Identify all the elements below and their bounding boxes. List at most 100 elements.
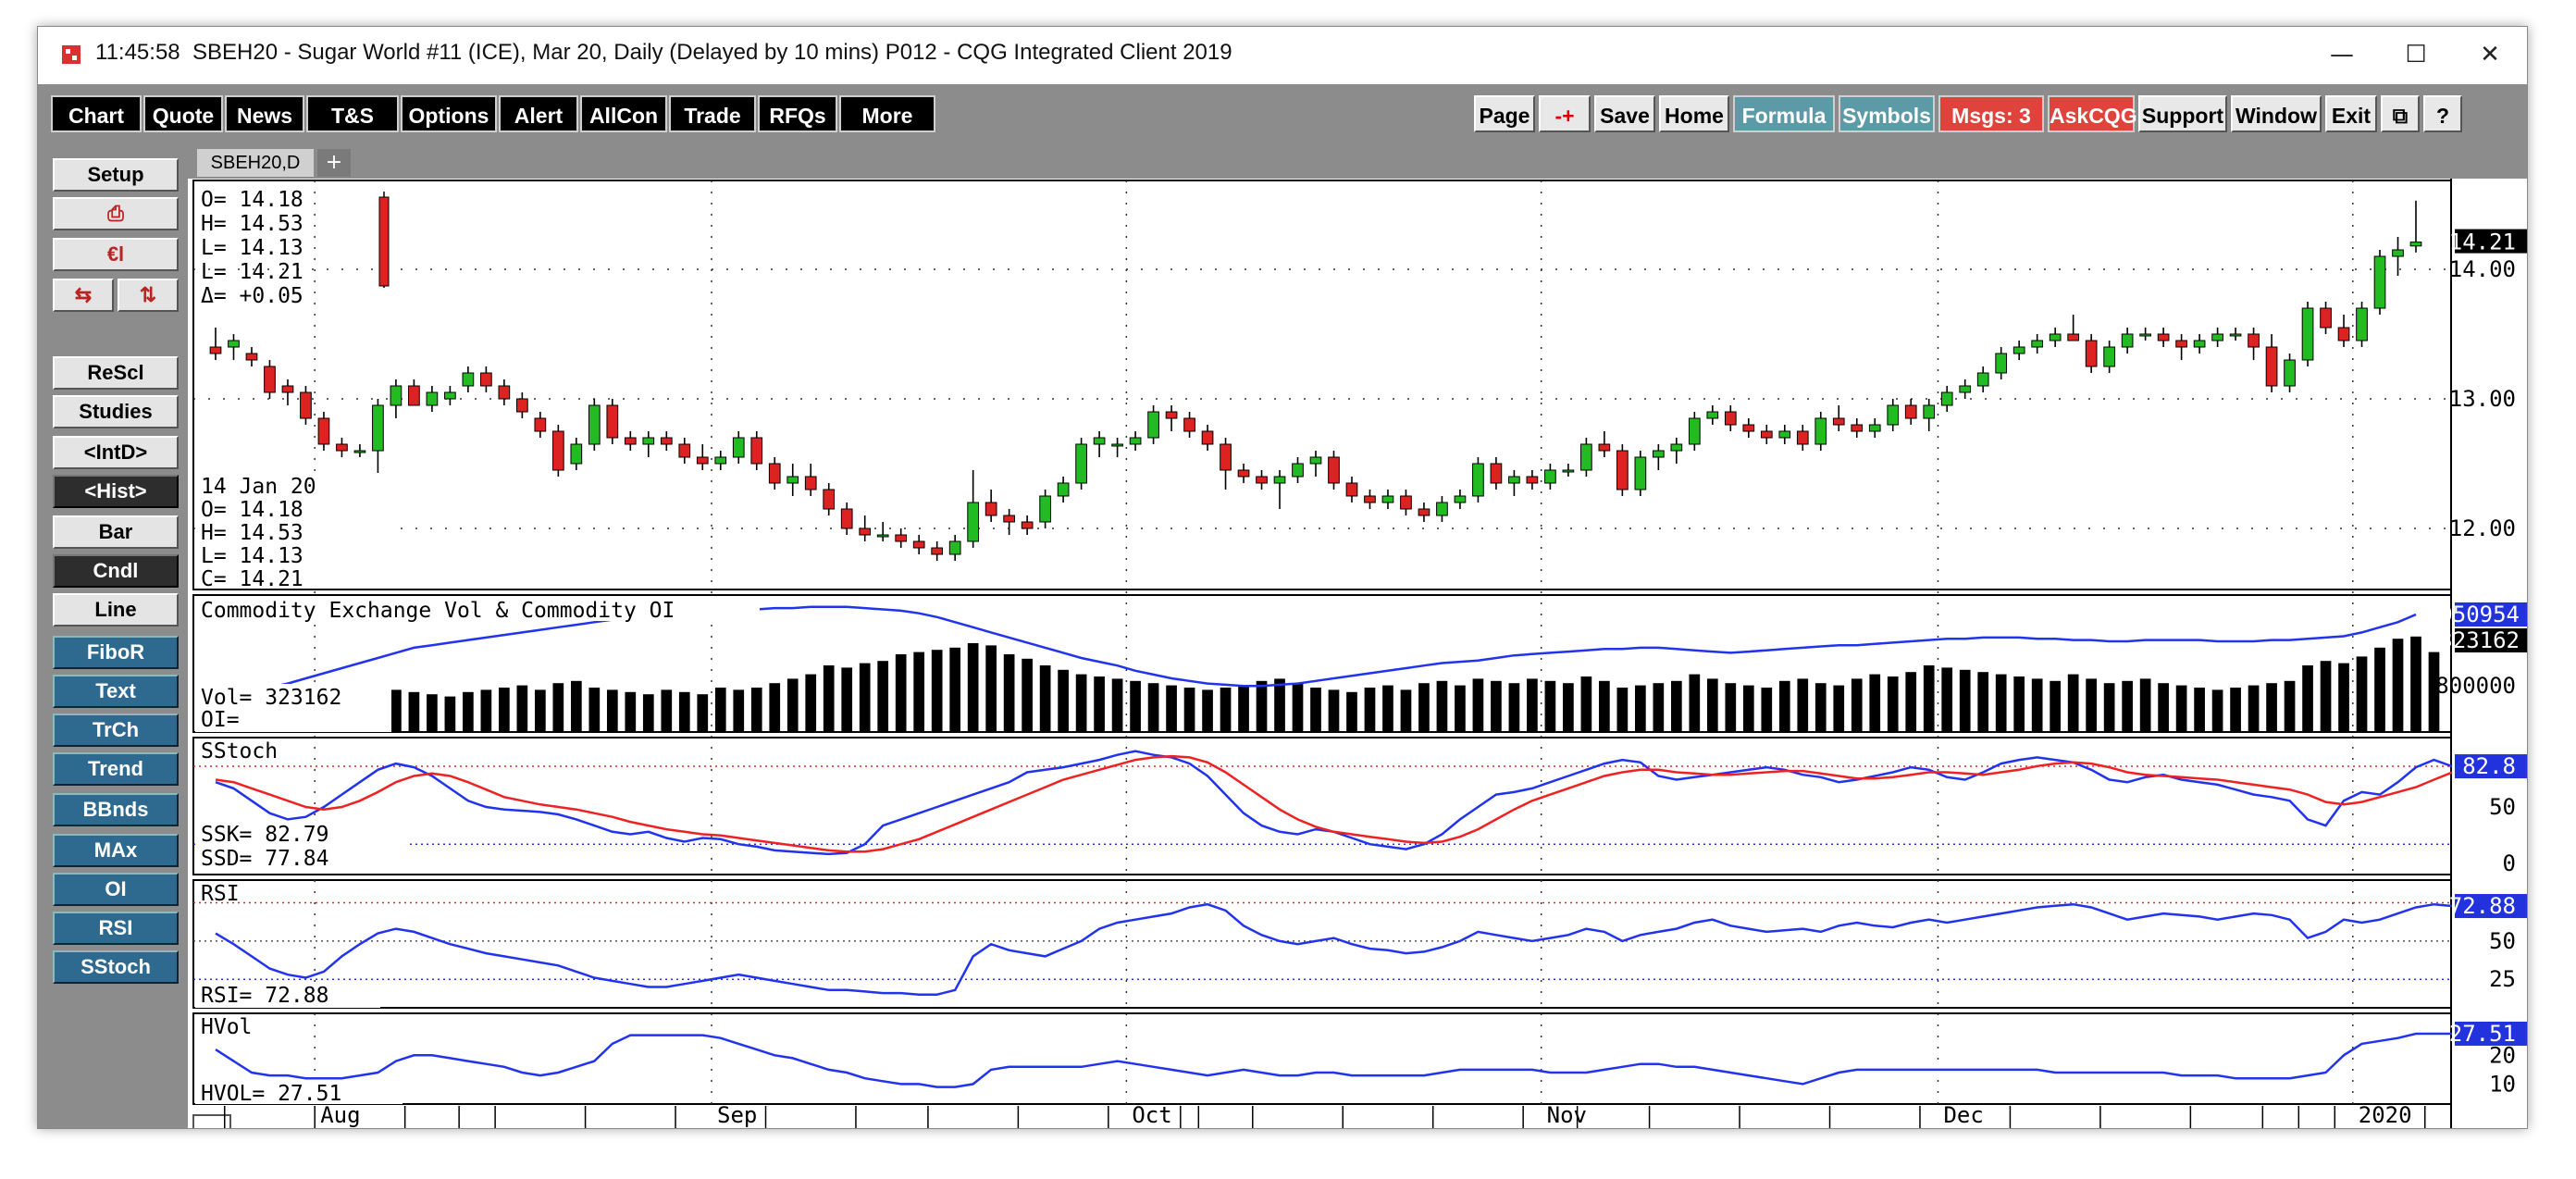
candle-body <box>2012 346 2025 354</box>
sidebar-trch-button[interactable]: TrCh <box>53 714 179 747</box>
candle-body <box>2049 333 2062 341</box>
sidebar-intd-button[interactable]: <IntD> <box>53 436 179 469</box>
cursor-readout: O= 14.18 <box>201 498 303 522</box>
volume-bar <box>2122 680 2133 732</box>
toolbar-zoom-button[interactable]: -+ <box>1539 95 1591 132</box>
toolbar-alert-button[interactable]: Alert <box>499 95 578 132</box>
toolbar-restore-button[interactable]: ⧉ <box>2381 95 2420 132</box>
toolbar-home-button[interactable]: Home <box>1659 95 1729 132</box>
volume-bar <box>2428 652 2440 732</box>
candle-body <box>2157 333 2170 341</box>
toolbar-options-button[interactable]: Options <box>401 95 497 132</box>
toolbar-window-button[interactable]: Window <box>2231 95 2322 132</box>
toolbar-support-button[interactable]: Support <box>2138 95 2227 132</box>
toolbar-trade-button[interactable]: Trade <box>669 95 756 132</box>
volume-bar <box>1563 683 1574 732</box>
sidebar-studies-button[interactable]: Studies <box>53 395 179 428</box>
sidebar-text-button[interactable]: Text <box>53 675 179 708</box>
date-day-label: 25 <box>1836 1126 1863 1128</box>
sidebar-sstoch-button[interactable]: SStoch <box>53 950 179 984</box>
chart-tab-bar: SBEH20,D + <box>188 145 2527 179</box>
sidebar-setup-button[interactable]: Setup <box>53 158 179 192</box>
sidebar-rescl-button[interactable]: ReScl <box>53 356 179 390</box>
volume-bar <box>1166 685 1177 732</box>
candle-body <box>1688 417 1701 445</box>
sidebar-bar-button[interactable]: Bar <box>53 515 179 549</box>
sidebar-bbnds-button[interactable]: BBnds <box>53 793 179 826</box>
volume-bar <box>2139 678 2151 732</box>
oi-marker <box>2455 602 2527 627</box>
rsi-readout: RSI= 72.88 <box>201 984 328 1008</box>
chart-tab[interactable]: SBEH20,D <box>197 149 314 177</box>
ohlc-readout: O= 14.18 <box>201 188 303 212</box>
sidebar-fibor-button[interactable]: FiboR <box>53 636 179 669</box>
sidebar-max-button[interactable]: MAx <box>53 834 179 867</box>
date-day-label: 23 <box>1114 1126 1141 1128</box>
candle-body <box>2301 307 2314 361</box>
candle-body <box>840 508 853 529</box>
volume-bar <box>678 691 690 732</box>
swap-icon[interactable]: ⇆ <box>53 279 114 312</box>
candle-body <box>2337 327 2350 341</box>
toolbar-help-button[interactable]: ? <box>2423 95 2462 132</box>
candle-body <box>1814 417 1827 445</box>
toolbar-ts-button[interactable]: T&S <box>306 95 399 132</box>
toolbar-news-button[interactable]: News <box>225 95 304 132</box>
date-day-label: 01 <box>1204 1126 1231 1128</box>
ohlc-readout: H= 14.53 <box>201 212 303 236</box>
left-toolbar: Setup ⎙ €l ⇆ ⇅ ReScl Studies <IntD> <Hist> Bar Cnd… <box>38 145 188 1128</box>
toolbar-allcon-button[interactable]: AllCon <box>580 95 667 132</box>
candle-body <box>1256 476 1268 484</box>
toolbar-save-button[interactable]: Save <box>1594 95 1655 132</box>
candle-body <box>1851 424 1864 432</box>
candle-body <box>336 443 348 452</box>
candle-body <box>264 366 276 393</box>
candle-body <box>1652 450 1665 458</box>
maximize-icon[interactable]: ☐ <box>2405 41 2427 68</box>
volume-bar <box>1039 665 1051 732</box>
sidebar-line-button[interactable]: Line <box>53 593 179 627</box>
volume-bar <box>1508 683 1520 732</box>
toolbar-exit-button[interactable]: Exit <box>2325 95 2377 132</box>
candle-body <box>2229 333 2242 337</box>
volume-bar <box>823 665 835 732</box>
candle-body <box>2356 307 2368 341</box>
toolbar-symbols-button[interactable]: Symbols <box>1839 95 1935 132</box>
toolbar-page-button[interactable]: Page <box>1474 95 1535 132</box>
candle-body <box>1021 521 1034 529</box>
sidebar-trend-button[interactable]: Trend <box>53 752 179 786</box>
candle-body <box>985 502 997 516</box>
candle-body <box>1093 437 1106 445</box>
sidebar-cndl-button[interactable]: Cndl <box>53 554 179 588</box>
chart-area[interactable]: 14.00 13.00 12.00 14.21 O= 14.18 H= 14.53 L= 1… <box>188 179 2527 1128</box>
toolbar-quote-button[interactable]: Quote <box>143 95 223 132</box>
volume-title: Commodity Exchange Vol & Commodity OI <box>201 599 675 623</box>
candle-body <box>804 476 817 490</box>
volume-bar <box>2338 663 2349 732</box>
print-icon[interactable]: ⎙ <box>53 197 179 230</box>
volume-bar <box>2031 678 2043 732</box>
sidebar-oi-button[interactable]: OI <box>53 873 179 906</box>
toolbar-chart-button[interactable]: Chart <box>51 95 142 132</box>
open-interest-line <box>216 605 2417 695</box>
add-tab-button[interactable]: + <box>317 149 351 177</box>
candle-body <box>1634 456 1647 490</box>
swap-updown-icon[interactable]: ⇅ <box>118 279 179 312</box>
toolbar-rfqs-button[interactable]: RFQs <box>758 95 837 132</box>
toolbar-msgs-button[interactable]: Msgs: 3 <box>1938 95 2044 132</box>
candle-body <box>2265 346 2278 387</box>
candle-body <box>228 340 240 348</box>
toolbar-askcqg-button[interactable]: AskCQG <box>2048 95 2137 132</box>
sidebar-hist-button[interactable]: <Hist> <box>53 475 179 508</box>
toolbar-more-button[interactable]: More <box>839 95 935 132</box>
sidebar-rsi-button[interactable]: RSI <box>53 912 179 945</box>
minimize-icon[interactable]: — <box>2330 41 2354 68</box>
volume-bar <box>499 688 510 732</box>
volume-bar <box>2086 678 2097 732</box>
toolbar-formula-button[interactable]: Formula <box>1733 95 1835 132</box>
candle-body <box>1165 411 1178 419</box>
close-icon[interactable]: ✕ <box>2480 41 2500 68</box>
candle-body <box>1003 515 1015 523</box>
sidebar-l-button[interactable]: €l <box>53 238 179 271</box>
